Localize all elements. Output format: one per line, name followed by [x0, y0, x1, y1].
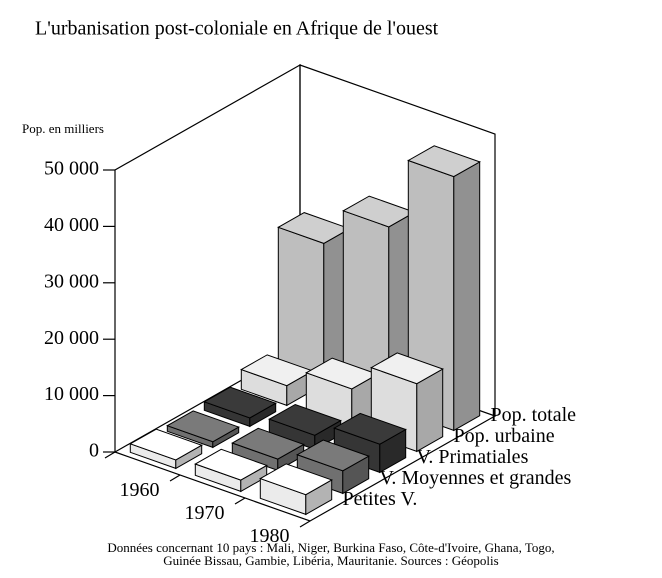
bar-top [407, 145, 481, 178]
bar-top [231, 427, 305, 460]
series-label: V. Moyennes et grandes [380, 467, 572, 489]
y-axis-label: Pop. en milliers [22, 121, 104, 136]
bar-top [268, 403, 342, 436]
x-tick [169, 474, 181, 482]
bar-top [129, 428, 203, 461]
footnote: Données concernant 10 pays : Mali, Niger… [107, 540, 554, 555]
y-tick-label: 40 000 [44, 214, 99, 236]
y-tick-label: 30 000 [44, 270, 99, 292]
footnote: Guinée Bissau, Gambie, Libéria, Mauritan… [163, 553, 498, 568]
bar-top [370, 352, 444, 385]
y-tick-label: 50 000 [44, 158, 99, 180]
bar [129, 428, 203, 470]
bar [240, 354, 314, 407]
bar-top [259, 463, 333, 496]
chart-title: L'urbanisation post-coloniale en Afrique… [35, 18, 439, 40]
series-label: V. Primatiales [417, 446, 529, 468]
x-tick [234, 497, 246, 505]
bar-top [203, 386, 277, 419]
x-tick [104, 451, 116, 459]
bar [166, 410, 240, 449]
y-tick-label: 10 000 [44, 383, 99, 405]
y-tick-label: 0 [89, 440, 99, 462]
series-label: Petites V. [343, 488, 418, 510]
x-tick-label: 1960 [120, 479, 160, 501]
x-tick [299, 520, 311, 528]
bar-top [333, 412, 407, 445]
x-tick-label: 1980 [250, 525, 290, 547]
x-tick-label: 1970 [185, 502, 225, 524]
bar [259, 463, 333, 516]
bar [203, 386, 277, 428]
series-label: Pop. totale [491, 404, 577, 426]
bar-top [296, 439, 370, 472]
y-tick-label: 20 000 [44, 327, 99, 349]
series-label: Pop. urbaine [454, 425, 555, 447]
bar-side [453, 161, 481, 432]
bar-top [194, 448, 268, 481]
bar-top [166, 410, 240, 443]
bar [194, 448, 268, 493]
bar [277, 212, 351, 386]
bar [231, 427, 305, 472]
